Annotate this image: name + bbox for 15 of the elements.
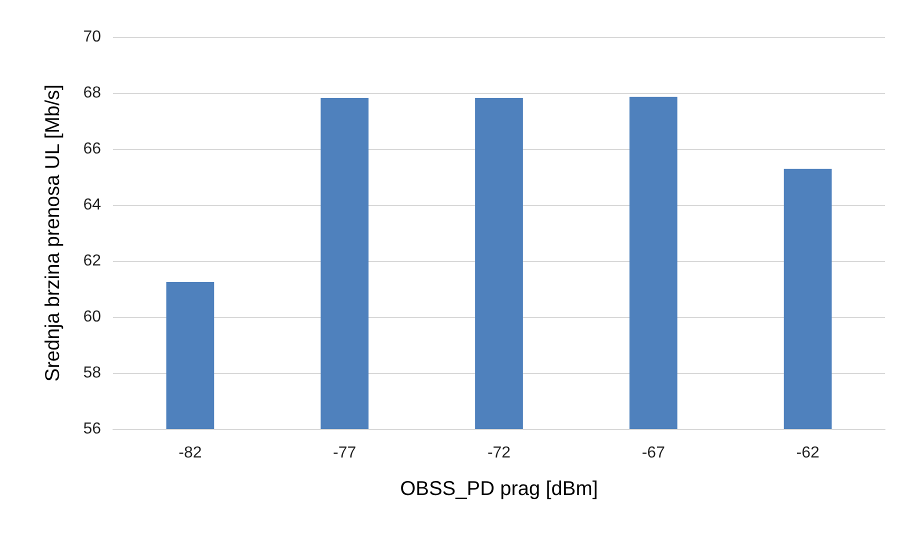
x-tick-label: -62 <box>796 444 820 462</box>
y-tick-label: 62 <box>83 252 102 270</box>
y-tick-label: 60 <box>83 308 102 326</box>
y-tick-label: 64 <box>83 196 102 214</box>
y-tick-label: 56 <box>83 420 102 438</box>
y-tick-label: 66 <box>83 140 102 158</box>
y-tick-label: 68 <box>83 84 102 102</box>
y-axis-title: Srednja brzina prenosa UL [Mb/s] <box>42 84 64 382</box>
x-tick-label: -72 <box>487 444 511 462</box>
y-tick-label: 58 <box>83 364 102 382</box>
x-tick-label: -82 <box>178 444 202 462</box>
x-axis-title: OBSS_PD prag [dBm] <box>400 478 598 500</box>
x-tick-label: -77 <box>333 444 356 462</box>
y-tick-label: 70 <box>83 28 102 46</box>
x-tick-label: -67 <box>642 444 666 462</box>
